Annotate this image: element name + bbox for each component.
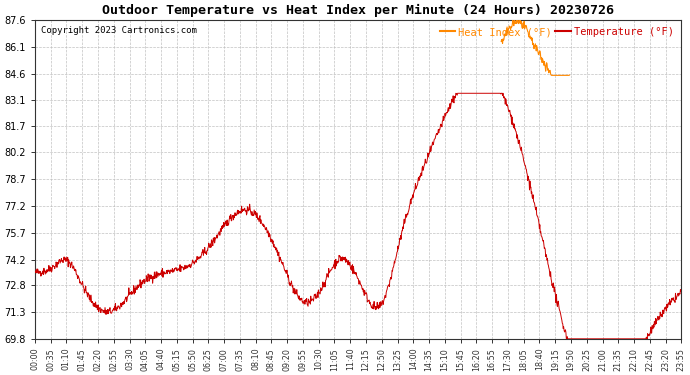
- Text: Copyright 2023 Cartronics.com: Copyright 2023 Cartronics.com: [41, 26, 197, 35]
- Legend: Heat Index (°F), Temperature (°F): Heat Index (°F), Temperature (°F): [437, 25, 676, 39]
- Title: Outdoor Temperature vs Heat Index per Minute (24 Hours) 20230726: Outdoor Temperature vs Heat Index per Mi…: [102, 4, 614, 17]
